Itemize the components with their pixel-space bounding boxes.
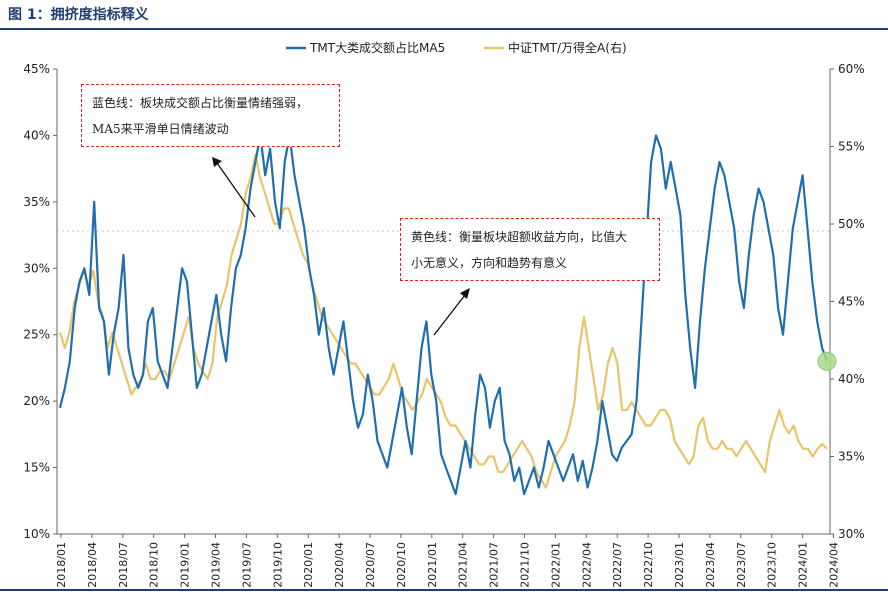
x-tick-label: 2020/01 [302, 542, 315, 588]
axes: 10% 15% 20% 25% 30% 35% 40% 45% 30% 35% 40% 45% 50% 5… [23, 62, 864, 588]
title-rule [0, 28, 888, 30]
x-tick-label: 2020/07 [364, 542, 377, 588]
x-tick-label: 2018/04 [86, 542, 99, 588]
y-right-tick-label: 45% [838, 295, 865, 309]
y-right-tick-label: 55% [838, 140, 865, 154]
x-tick-label: 2021/01 [426, 542, 439, 588]
chart-marks [212, 157, 837, 371]
blue-line-note: 蓝色线：板块成交额占比衡量情绪强弱， MA5来平滑单日情绪波动 [81, 84, 340, 147]
y-right-tick-label: 60% [838, 62, 865, 76]
series-ratio [58, 153, 828, 489]
x-tick-label: 2018/07 [117, 542, 130, 588]
x-tick-label: 2018/10 [148, 542, 161, 588]
x-tick-label: 2020/10 [395, 542, 408, 588]
x-tick-label: 2019/04 [210, 542, 223, 588]
x-tick-label: 2021/10 [519, 542, 532, 588]
blue-note-line-2: MA5来平滑单日情绪波动 [92, 122, 229, 136]
x-tick-label: 2019/01 [179, 542, 192, 588]
y-left-tick-label: 25% [23, 328, 50, 342]
x-tick-label: 2021/04 [457, 542, 470, 588]
y-right-tick-label: 40% [838, 372, 865, 386]
x-tick-label: 2023/07 [735, 542, 748, 588]
arrow-yellow-note [433, 294, 466, 336]
legend-label-yellow: 中证TMT/万得全A(右) [508, 40, 627, 55]
x-tick-label: 2024/01 [797, 542, 810, 588]
x-tick-label: 2018/01 [55, 542, 68, 588]
y-right-tick-label: 30% [838, 527, 865, 541]
legend-label-blue: TMT大类成交额占比MA5 [309, 40, 445, 55]
series-line [58, 134, 829, 496]
x-tick-label: 2022/01 [549, 542, 562, 588]
x-tick-label: 2022/07 [611, 542, 624, 588]
x-tick-label: 2023/04 [704, 542, 717, 588]
arrow-head-blue [212, 157, 222, 167]
figure-title: 图 1：拥挤度指标释义 [8, 7, 149, 23]
series-turnover-share [58, 134, 829, 496]
x-tick-label: 2019/10 [271, 542, 284, 588]
y-left-tick-label: 45% [23, 62, 50, 76]
yellow-note-line-2: 小无意义，方向和趋势有意义 [411, 256, 568, 270]
x-tick-label: 2019/07 [240, 542, 253, 588]
y-left-tick-label: 40% [23, 128, 50, 142]
highlight-latest-point [817, 351, 837, 371]
y-right-tick-label: 50% [838, 217, 865, 231]
y-right-tick-label: 35% [838, 450, 865, 464]
x-tick-label: 2023/10 [766, 542, 779, 588]
x-tick-label: 2022/10 [642, 542, 655, 588]
arrow-blue-note [216, 162, 256, 218]
x-tick-label: 2020/04 [333, 542, 346, 588]
y-left-tick-label: 10% [23, 527, 50, 541]
y-left-tick-label: 35% [23, 195, 50, 209]
blue-note-line-1: 蓝色线：板块成交额占比衡量情绪强弱， [92, 96, 309, 110]
series-line [58, 153, 828, 489]
x-tick-label: 2024/04 [828, 542, 841, 588]
x-tick-label: 2021/07 [488, 542, 501, 588]
x-tick-label: 2023/01 [673, 542, 686, 588]
chart-legend: TMT大类成交额占比MA5 中证TMT/万得全A(右) [286, 40, 627, 55]
yellow-line-note: 黄色线：衡量板块超额收益方向，比值大 小无意义，方向和趋势有意义 [400, 218, 660, 281]
arrow-head-yellow [460, 288, 470, 299]
yellow-note-line-1: 黄色线：衡量板块超额收益方向，比值大 [411, 230, 628, 244]
x-tick-label: 2022/04 [580, 542, 593, 588]
y-left-tick-label: 30% [23, 261, 50, 275]
bottom-rule [0, 589, 888, 591]
y-left-tick-label: 20% [23, 394, 50, 408]
y-left-tick-label: 15% [23, 461, 50, 475]
